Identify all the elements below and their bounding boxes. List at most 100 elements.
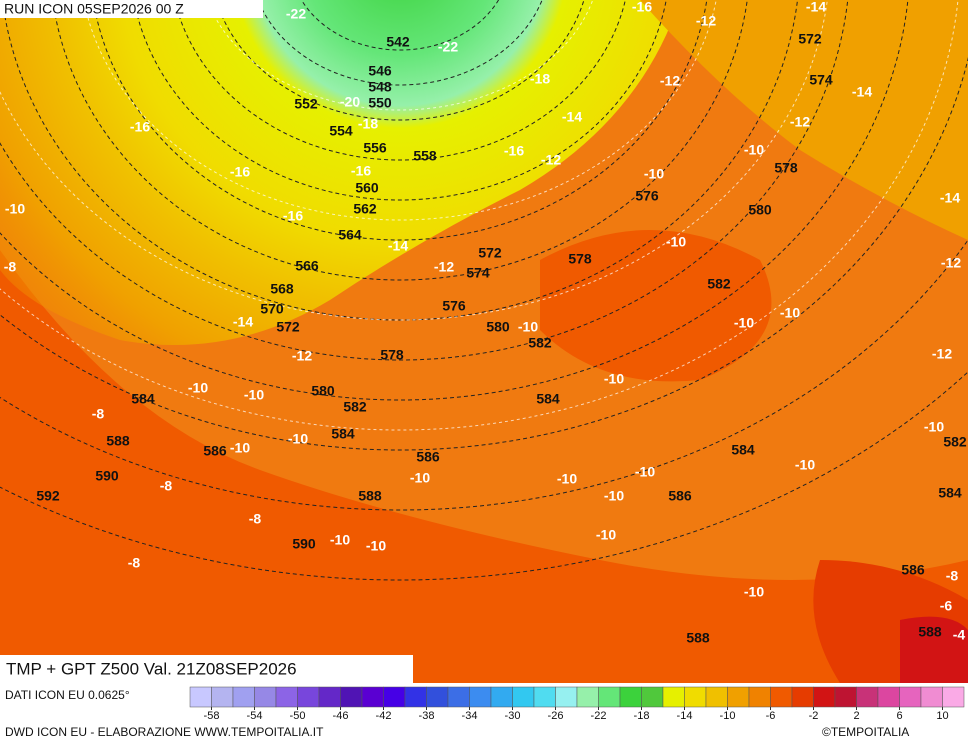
temperature-label: -10	[410, 470, 430, 486]
temperature-label: -8	[946, 568, 959, 584]
geopotential-label: 584	[131, 391, 155, 407]
temperature-label: -22	[286, 6, 306, 22]
colorbar-tick-label: -58	[204, 710, 220, 722]
colorbar-tick-label: -2	[809, 710, 819, 722]
temperature-label: -10	[635, 464, 655, 480]
geopotential-label: 580	[748, 202, 772, 218]
hot-area	[900, 616, 968, 683]
temperature-label: -14	[940, 190, 960, 206]
color-swatch	[469, 686, 492, 708]
temperature-label: -10	[744, 584, 764, 600]
temperature-label: -8	[249, 511, 262, 527]
temperature-label: -10	[795, 457, 815, 473]
color-swatch	[297, 686, 320, 708]
color-swatch	[770, 686, 793, 708]
temperature-label: -12	[541, 152, 561, 168]
temperature-label: -10	[5, 201, 25, 217]
temperature-label: -12	[941, 255, 961, 271]
temperature-label: -16	[130, 119, 150, 135]
temperature-label: -10	[604, 488, 624, 504]
color-swatch	[920, 686, 943, 708]
geopotential-label: 578	[380, 347, 404, 363]
geopotential-label: 552	[294, 96, 318, 112]
temperature-label: -20	[340, 94, 360, 110]
warm-area	[0, 250, 968, 683]
color-swatch	[791, 686, 814, 708]
color-swatch	[533, 686, 556, 708]
colorbar-tick-label: 2	[853, 710, 859, 722]
temperature-label: -10	[330, 532, 350, 548]
temperature-label: -12	[932, 346, 952, 362]
temperature-label: -12	[696, 13, 716, 29]
geopotential-label: 586	[668, 488, 692, 504]
color-swatch	[512, 686, 535, 708]
temperature-label: -10	[557, 471, 577, 487]
geopotential-label: 582	[528, 335, 552, 351]
geopotential-label: 584	[731, 442, 755, 458]
geopotential-label: 556	[363, 140, 387, 156]
copyright-label: ©TEMPOITALIA	[822, 725, 909, 739]
credit-label: DWD ICON EU - ELABORAZIONE WWW.TEMPOITAL…	[5, 725, 324, 739]
colorbar-tick-label: -42	[376, 710, 392, 722]
color-swatch	[727, 686, 750, 708]
colorbar-tick-label: -6	[766, 710, 776, 722]
geopotential-label: 548	[368, 79, 392, 95]
temperature-label: -16	[283, 208, 303, 224]
geopotential-label: 588	[358, 488, 382, 504]
geopotential-label: 572	[798, 31, 822, 47]
cool-area	[640, 0, 968, 240]
geopotential-label: 542	[386, 34, 410, 50]
colorbar-tick-label: -26	[548, 710, 564, 722]
temperature-label: -4	[953, 627, 966, 643]
temperature-label: -16	[504, 143, 524, 159]
color-swatch	[662, 686, 685, 708]
temperature-label: -8	[160, 478, 173, 494]
color-swatch	[361, 686, 384, 708]
geopotential-label: 582	[707, 276, 731, 292]
temperature-label: -22	[438, 39, 458, 55]
color-swatch	[684, 686, 707, 708]
contours	[0, 0, 968, 581]
color-swatch	[856, 686, 879, 708]
temperature-label: -16	[230, 164, 250, 180]
colorbar-tick-label: -22	[591, 710, 607, 722]
color-swatch	[232, 686, 255, 708]
color-swatch	[555, 686, 578, 708]
color-swatch	[942, 686, 965, 708]
color-swatch	[404, 686, 427, 708]
geopotential-label: 586	[416, 449, 440, 465]
color-swatch	[641, 686, 664, 708]
colorbar-tick-label: 10	[936, 710, 948, 722]
temperature-label: -16	[632, 0, 652, 15]
temperature-label: -8	[4, 259, 17, 275]
colorbar-tick-label: -46	[333, 710, 349, 722]
color-swatch	[275, 686, 298, 708]
color-swatch	[705, 686, 728, 708]
temperature-label: -8	[92, 406, 105, 422]
temperature-label: -12	[292, 348, 312, 364]
color-swatch	[383, 686, 406, 708]
colorbar-tick-label: 6	[896, 710, 902, 722]
geopotential-label: 560	[355, 180, 379, 196]
colorbar-tick-label: -18	[634, 710, 650, 722]
color-swatch	[447, 686, 470, 708]
temperature-label: -10	[644, 166, 664, 182]
geopotential-label: 582	[343, 399, 367, 415]
map-title: TMP + GPT Z500 Val. 21Z08SEP2026	[6, 659, 297, 678]
temperature-label: -10	[780, 305, 800, 321]
source-label: DATI ICON EU 0.0625°	[5, 688, 130, 702]
geopotential-label: 574	[466, 265, 490, 281]
color-swatch	[318, 686, 341, 708]
geopotential-label: 546	[368, 63, 392, 79]
geopotential-label: 588	[106, 433, 130, 449]
color-swatch	[598, 686, 621, 708]
geopotential-label: 572	[478, 245, 502, 261]
header-box	[0, 0, 263, 18]
color-swatch	[877, 686, 900, 708]
colorbar-tick-label: -10	[720, 710, 736, 722]
geopotential-label: 590	[95, 468, 119, 484]
geopotential-label: 582	[943, 434, 967, 450]
color-swatch	[490, 686, 513, 708]
geopotential-label: 580	[311, 383, 335, 399]
geopotential-label: 588	[686, 630, 710, 646]
